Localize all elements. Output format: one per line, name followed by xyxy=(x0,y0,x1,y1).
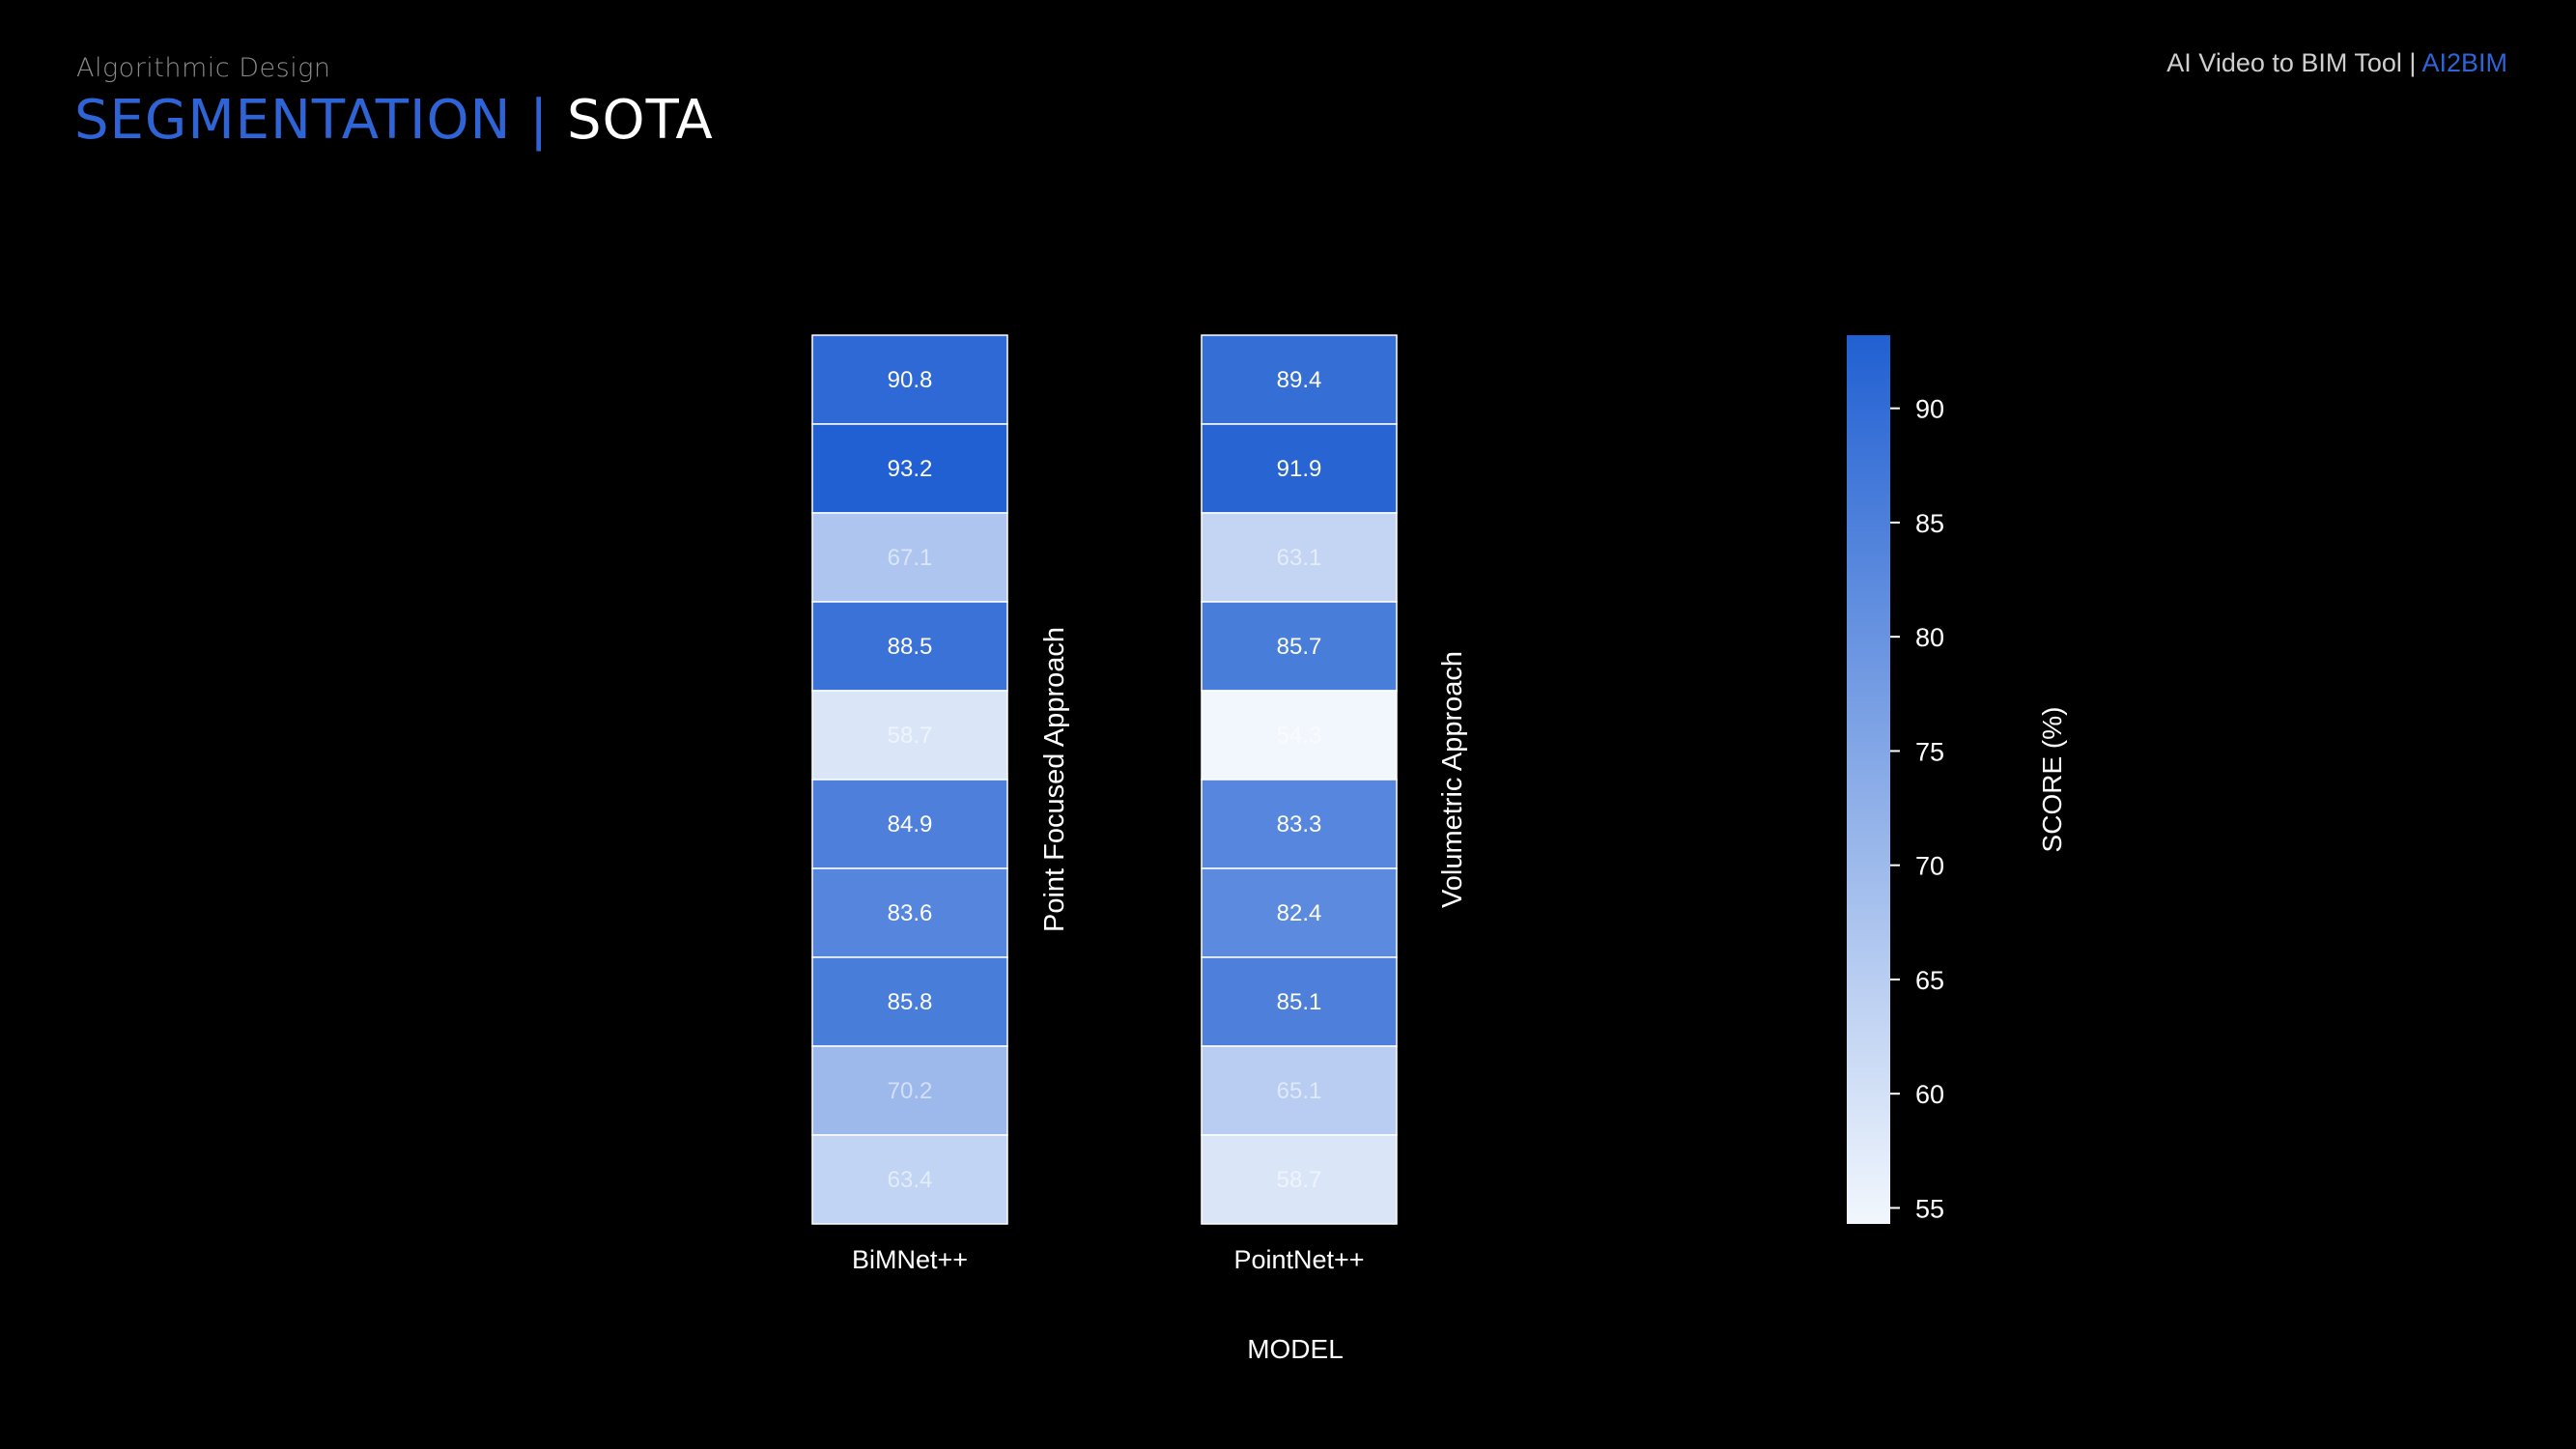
heatmap-cell xyxy=(1201,690,1398,781)
model-tick-label: PointNet++ xyxy=(1233,1245,1364,1274)
group-label: Volumetric Approach xyxy=(1437,651,1468,908)
cell-value-label: 70.2 xyxy=(888,1078,933,1104)
heatmap-cell xyxy=(1201,956,1398,1047)
colorbar-gradient xyxy=(1847,335,1890,1224)
cell-value-label: 83.3 xyxy=(1277,811,1322,838)
cell-value-label: 85.8 xyxy=(888,989,933,1015)
cell-value-label: 67.1 xyxy=(888,545,933,571)
title-separator: | xyxy=(529,89,550,152)
cell-value-label: 58.7 xyxy=(1277,1167,1322,1193)
colorbar-tick-label: 90 xyxy=(1915,395,1944,424)
heatmap-cell xyxy=(811,512,1008,603)
heatmap-cell xyxy=(1201,1045,1398,1136)
title-plain: SOTA xyxy=(566,89,714,152)
heatmap-cell xyxy=(1201,1134,1398,1225)
colorbar-label: SCORE (%) xyxy=(2037,707,2067,853)
cell-value-label: 54.3 xyxy=(1277,723,1322,749)
heatmap-cell xyxy=(811,334,1008,425)
cell-value-label: 65.1 xyxy=(1277,1078,1322,1104)
heatmap-columns: 90.8 93.2 67.1 88.5 58.7 84.9 83.6 85.8 70.2 63.4… xyxy=(811,334,1468,1274)
model-tick-label: BiMNet++ xyxy=(852,1245,968,1274)
cell-value-label: 90.8 xyxy=(888,367,933,393)
colorbar: 55 60 65 70 75 80 85 90 SCORE (%) xyxy=(1847,335,2067,1224)
x-axis-label: MODEL xyxy=(1247,1334,1344,1364)
heatmap-cell xyxy=(811,690,1008,781)
colorbar-tick-label: 75 xyxy=(1915,737,1944,766)
cell-value-label: 58.7 xyxy=(888,723,933,749)
heatmap-cell xyxy=(811,423,1008,514)
cell-value-label: 93.2 xyxy=(888,456,933,482)
colorbar-tick-label: 85 xyxy=(1915,509,1944,538)
brand-header: AI Video to BIM Tool | AI2BIM xyxy=(2166,48,2507,78)
colorbar-tick-label: 80 xyxy=(1915,623,1944,652)
cell-value-label: 63.1 xyxy=(1277,545,1322,571)
heatmap-cell xyxy=(1201,779,1398,869)
heatmap-cell xyxy=(811,1045,1008,1136)
cell-value-label: 85.7 xyxy=(1277,634,1322,660)
cell-value-label: 91.9 xyxy=(1277,456,1322,482)
heatmap-cell xyxy=(1201,867,1398,958)
heatmap-cell xyxy=(1201,512,1398,603)
colorbar-tick-label: 55 xyxy=(1915,1194,1944,1223)
heatmap-cell xyxy=(811,1134,1008,1225)
brand-text: AI Video to BIM Tool | xyxy=(2166,48,2417,77)
cell-value-label: 82.4 xyxy=(1277,900,1322,926)
colorbar-tick-label: 60 xyxy=(1915,1080,1944,1109)
cell-value-label: 89.4 xyxy=(1277,367,1322,393)
heatmap-cell xyxy=(1201,423,1398,514)
heatmap-cell xyxy=(811,779,1008,869)
brand-accent: AI2BIM xyxy=(2421,48,2507,77)
cell-value-label: 88.5 xyxy=(888,634,933,660)
cell-value-label: 85.1 xyxy=(1277,989,1322,1015)
title-accent: SEGMENTATION xyxy=(74,89,512,152)
section-label: Algorithmic Design xyxy=(76,53,331,83)
cell-value-label: 63.4 xyxy=(888,1167,933,1193)
cell-value-label: 84.9 xyxy=(888,811,933,838)
cell-value-label: 83.6 xyxy=(888,900,933,926)
heatmap-cell xyxy=(1201,601,1398,692)
heatmap-cell xyxy=(811,601,1008,692)
page-title: SEGMENTATION | SOTA xyxy=(74,89,714,152)
colorbar-tick-label: 70 xyxy=(1915,852,1944,881)
group-label: Point Focused Approach xyxy=(1039,627,1070,932)
colorbar-tick-label: 65 xyxy=(1915,966,1944,995)
heatmap-cell xyxy=(811,956,1008,1047)
